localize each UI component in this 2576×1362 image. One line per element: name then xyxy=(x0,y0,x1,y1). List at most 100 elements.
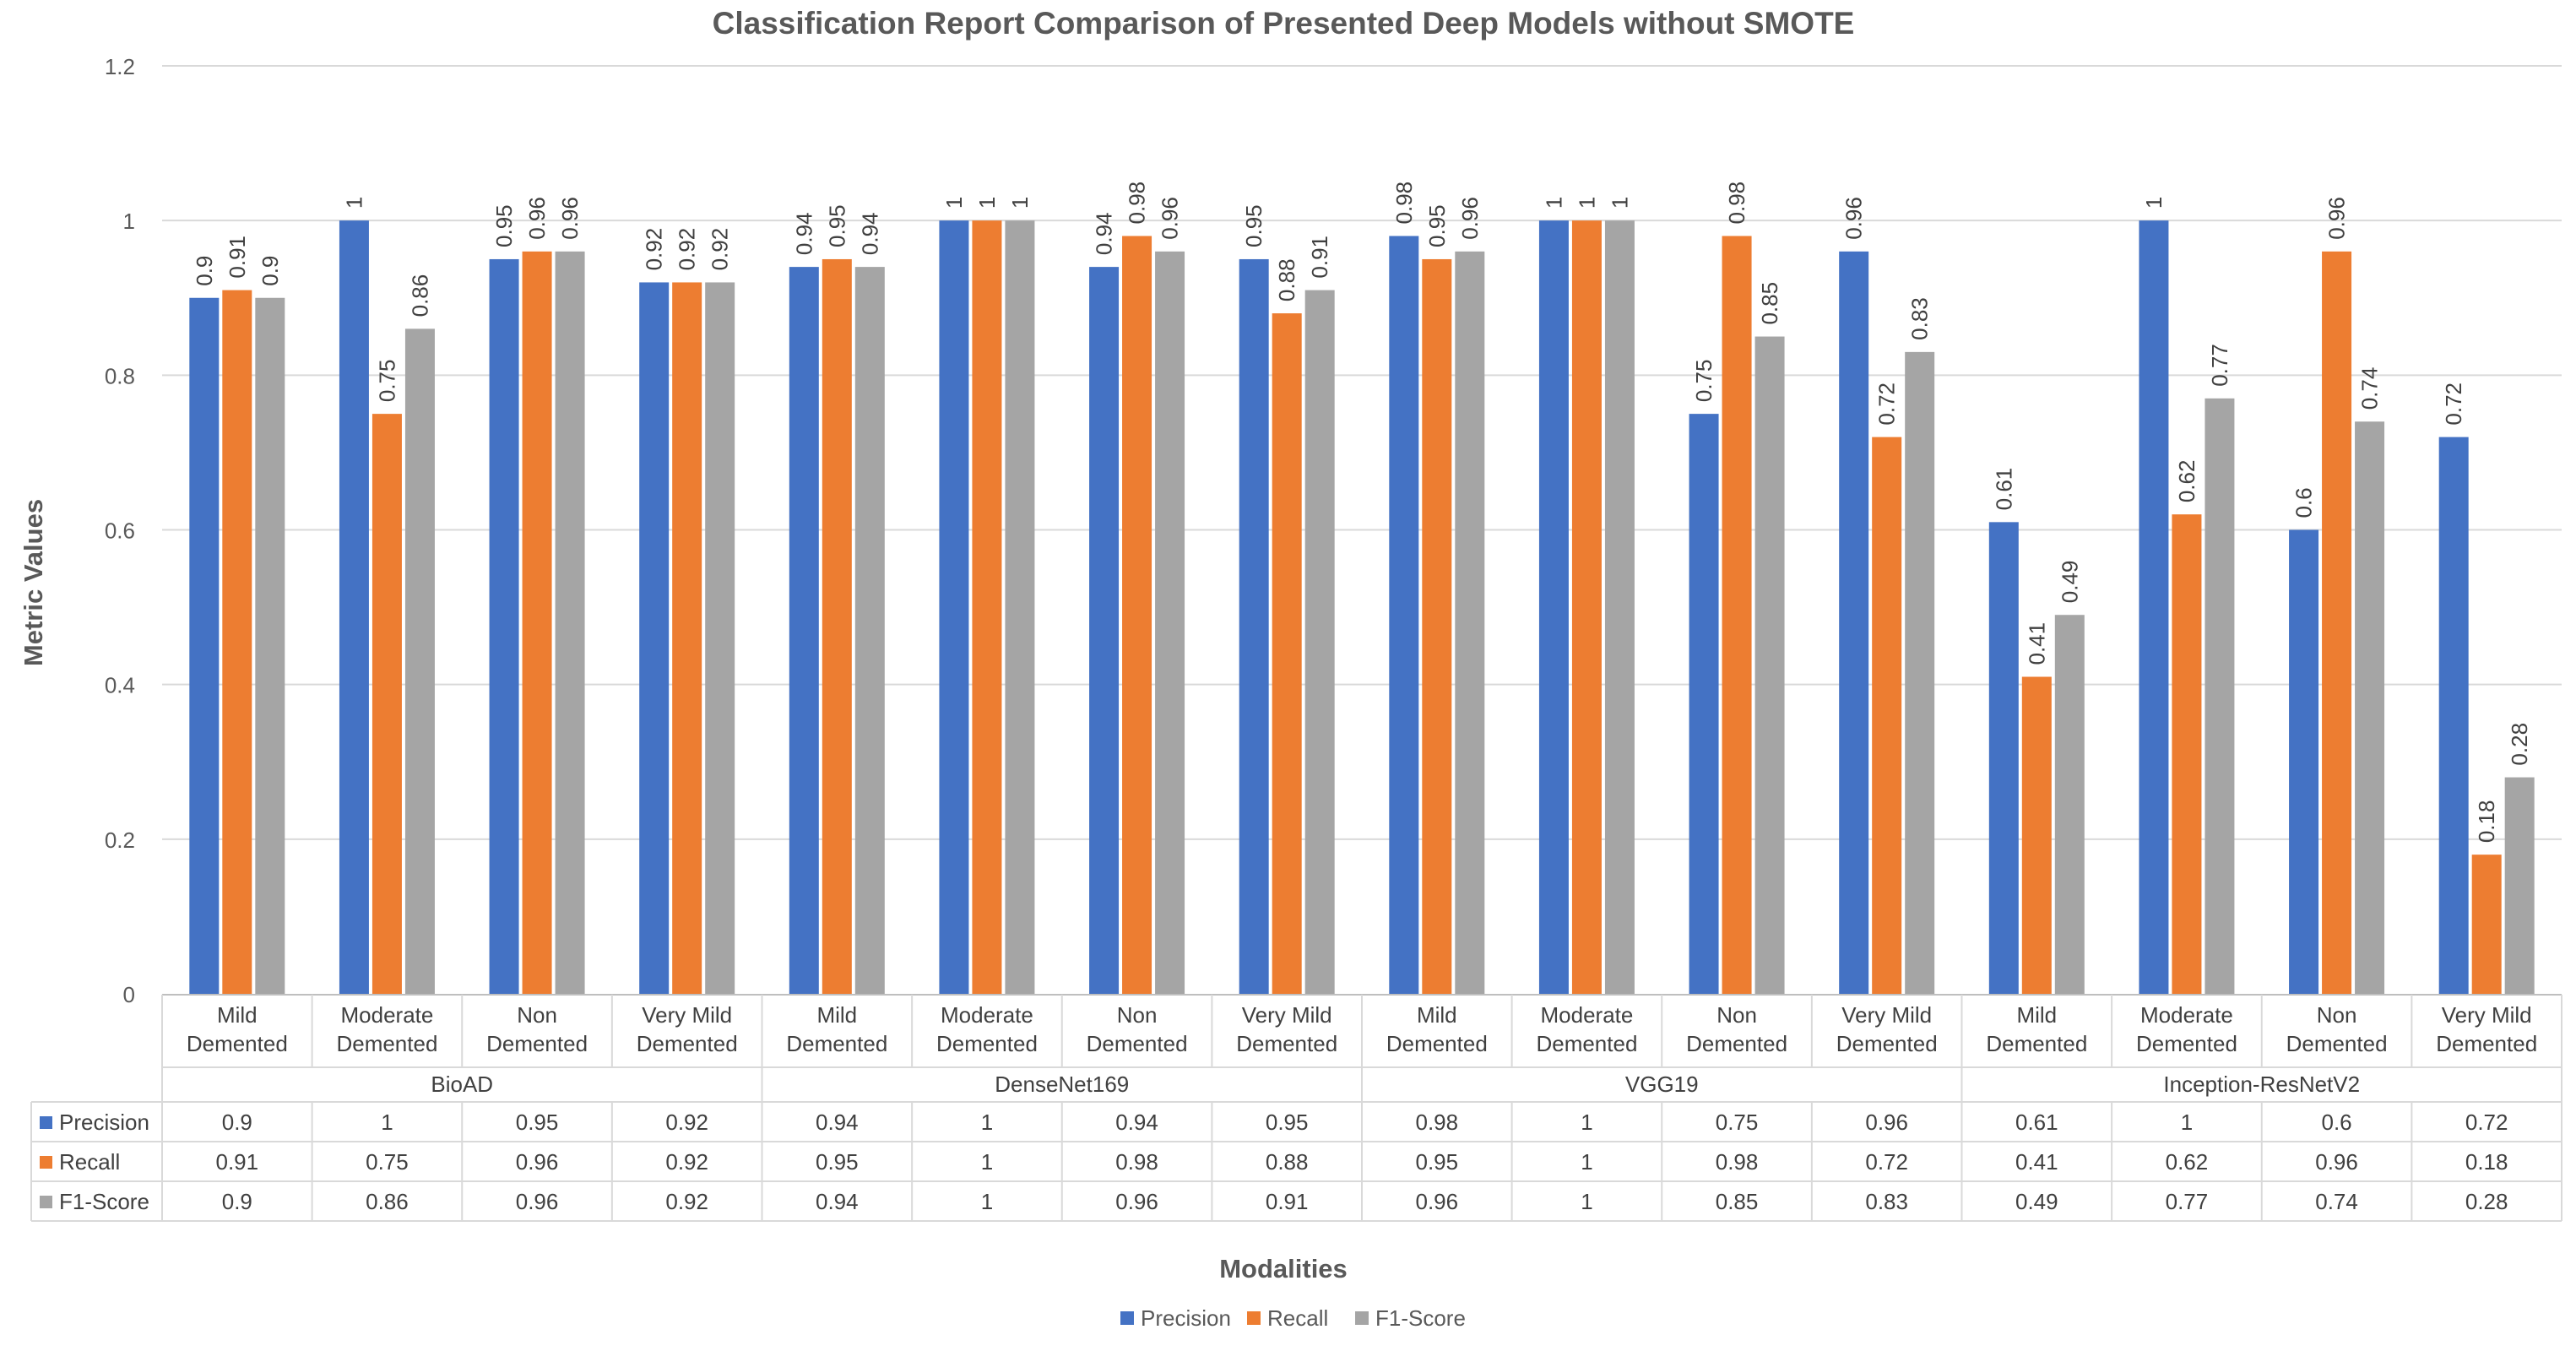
bar xyxy=(222,290,252,994)
data-label: 0.9 xyxy=(258,256,283,286)
table-series-label: F1-Score xyxy=(59,1189,149,1214)
bar xyxy=(1538,220,1569,995)
bar xyxy=(2172,514,2202,994)
bar xyxy=(1872,437,1902,994)
table-cell: 0.96 xyxy=(1416,1189,1459,1214)
category-label: Mild xyxy=(2016,1002,2057,1028)
table-cell: 0.96 xyxy=(516,1149,559,1175)
table-cell: 0.96 xyxy=(1115,1189,1158,1214)
category-label: Demented xyxy=(1087,1031,1188,1056)
table-cell: 0.83 xyxy=(1865,1189,1908,1214)
bar xyxy=(1155,251,1185,994)
data-label: 0.94 xyxy=(1092,213,1117,256)
category-label: Moderate xyxy=(1541,1002,1634,1028)
bar xyxy=(639,282,670,994)
data-label: 1 xyxy=(1574,197,1599,209)
category-label: Demented xyxy=(2436,1031,2537,1056)
table-cell: 0.96 xyxy=(1865,1110,1908,1135)
y-tick-label: 0 xyxy=(123,982,135,1007)
table-cell: 0.96 xyxy=(2315,1149,2358,1175)
bar xyxy=(1571,220,1602,995)
bar xyxy=(2021,676,2052,994)
bar xyxy=(1905,351,1935,994)
category-label: Demented xyxy=(637,1031,738,1056)
bar xyxy=(2471,855,2502,994)
table-cell: 0.41 xyxy=(2015,1149,2058,1175)
data-label: 1 xyxy=(2141,197,2167,209)
table-legend-key xyxy=(40,1116,52,1129)
data-labels: 0.9 0.91 0.910.750.860.95 0.96 0.960.92 0.92 0… xyxy=(192,182,2532,843)
category-label: Demented xyxy=(936,1031,1038,1056)
data-label: 1 xyxy=(974,197,1000,209)
category-label: Very Mild xyxy=(642,1002,732,1028)
data-label: 0.96 xyxy=(1158,197,1183,240)
bar xyxy=(854,267,885,994)
y-tick-label: 0.8 xyxy=(105,363,135,388)
bar xyxy=(822,258,852,994)
data-label: 0.91 xyxy=(1307,236,1332,279)
data-label: 0.88 xyxy=(1274,258,1299,301)
data-label: 0.75 xyxy=(374,360,399,403)
table-cell: 0.98 xyxy=(1416,1110,1459,1135)
table-cell: 0.95 xyxy=(816,1149,859,1175)
bar xyxy=(522,251,552,994)
table-cell: 0.95 xyxy=(1416,1149,1459,1175)
category-label: Moderate xyxy=(341,1002,434,1028)
bar xyxy=(1304,290,1335,994)
bar xyxy=(2139,220,2169,995)
legend-swatch xyxy=(1355,1311,1369,1325)
table-cell: 0.75 xyxy=(366,1149,409,1175)
bar xyxy=(705,282,735,994)
data-label: 0.49 xyxy=(2057,561,2082,604)
data-label: 0.85 xyxy=(1757,282,1782,325)
table-cell: 1 xyxy=(981,1189,993,1214)
table-cell: 0.88 xyxy=(1266,1149,1309,1175)
y-tick-label: 1 xyxy=(123,209,135,234)
table-cell: 1 xyxy=(2181,1110,2193,1135)
data-label: 0.77 xyxy=(2207,344,2232,387)
table-cell: 0.94 xyxy=(816,1189,859,1214)
category-label: Demented xyxy=(1386,1031,1488,1056)
table-cell: 0.9 xyxy=(222,1110,252,1135)
data-label: 1 xyxy=(941,197,967,209)
table-legend-key xyxy=(40,1156,52,1169)
category-label: Mild xyxy=(217,1002,258,1028)
table-cell: 0.49 xyxy=(2015,1189,2058,1214)
chart-title: Classification Report Comparison of Pres… xyxy=(713,6,1855,41)
data-label: 1 xyxy=(341,197,366,209)
data-label: 0.18 xyxy=(2474,800,2499,844)
data-table: Mild Demented Moderate Demented Non Demented V… xyxy=(30,994,2562,1222)
category-label: Demented xyxy=(486,1031,588,1056)
bar xyxy=(2504,777,2535,994)
table-cell: 0.18 xyxy=(2465,1149,2508,1175)
data-label: 0.9 xyxy=(192,256,217,286)
bar xyxy=(1689,414,1719,994)
data-label: 1 xyxy=(1607,197,1632,209)
table-cell: 1 xyxy=(981,1110,993,1135)
category-label: Demented xyxy=(786,1031,887,1056)
category-label: Demented xyxy=(1686,1031,1787,1056)
category-label: Non xyxy=(1716,1002,1757,1028)
bar xyxy=(371,414,402,994)
bar xyxy=(1988,522,2019,994)
data-label: 0.83 xyxy=(1907,297,1933,340)
table-cell: 0.28 xyxy=(2465,1189,2508,1214)
table-cell: 0.72 xyxy=(1865,1149,1908,1175)
data-label: 0.98 xyxy=(1391,182,1417,225)
category-label: Demented xyxy=(1986,1031,2087,1056)
bar xyxy=(339,220,369,995)
table-cell: 0.95 xyxy=(1266,1110,1309,1135)
category-label: Demented xyxy=(1236,1031,1337,1056)
bar xyxy=(189,297,220,994)
category-label: Non xyxy=(1117,1002,1158,1028)
category-label: Demented xyxy=(2136,1031,2237,1056)
table-cell: 1 xyxy=(1581,1149,1592,1175)
category-label: Very Mild xyxy=(1242,1002,1332,1028)
data-label: 0.95 xyxy=(1424,204,1450,247)
category-label: Demented xyxy=(1836,1031,1938,1056)
category-label: Moderate xyxy=(2140,1002,2233,1028)
legend-swatch xyxy=(1120,1311,1134,1325)
bar xyxy=(1005,220,1035,995)
